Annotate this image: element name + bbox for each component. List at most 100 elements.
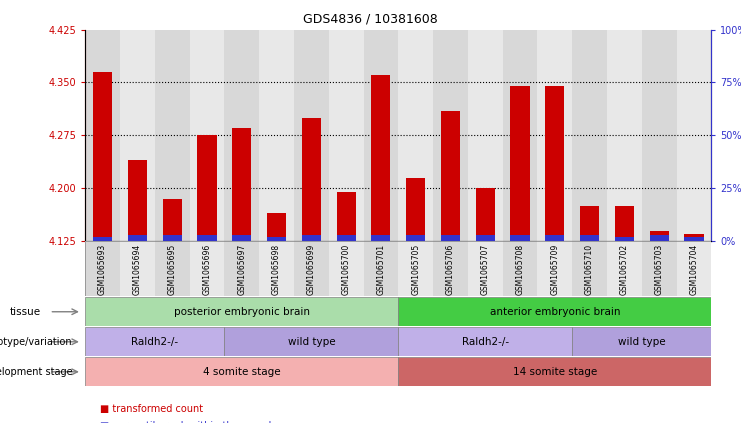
Bar [162,199,182,241]
Text: GSM1065700: GSM1065700 [342,244,350,295]
Bar [615,206,634,241]
Bar [225,241,259,296]
Bar [162,235,182,241]
Bar [677,30,711,241]
Bar [85,241,120,296]
Bar [371,235,391,241]
Bar [259,241,294,296]
Bar [197,135,216,241]
Bar [267,213,286,241]
Bar [197,235,216,241]
Bar [580,206,599,241]
Text: GSM1065705: GSM1065705 [411,244,420,295]
Bar [650,235,668,241]
Text: GSM1065706: GSM1065706 [446,244,455,295]
Bar [677,241,711,296]
Bar [371,75,391,241]
Bar [399,327,572,356]
Text: Raldh2-/-: Raldh2-/- [131,337,179,347]
Text: GSM1065704: GSM1065704 [689,244,699,295]
Bar [537,241,572,296]
Text: GSM1065708: GSM1065708 [516,244,525,295]
Text: GSM1065699: GSM1065699 [307,244,316,295]
Text: anterior embryonic brain: anterior embryonic brain [490,307,620,317]
Bar [433,30,468,241]
Bar [580,235,599,241]
Bar [572,241,607,296]
Text: genotype/variation: genotype/variation [0,337,72,347]
Bar [302,235,321,241]
Bar [441,235,460,241]
Text: GSM1065698: GSM1065698 [272,244,281,295]
Text: tissue: tissue [10,307,41,317]
Bar [329,30,364,241]
Bar [615,237,634,241]
Bar [468,241,502,296]
Bar [406,178,425,241]
Bar [120,241,155,296]
Text: 14 somite stage: 14 somite stage [513,367,597,377]
Text: GSM1065696: GSM1065696 [202,244,211,295]
Bar [399,30,433,241]
Bar [155,30,190,241]
Bar [685,237,703,241]
Bar [468,30,502,241]
Bar [650,231,668,241]
Text: GSM1065693: GSM1065693 [98,244,107,295]
Text: GDS4836 / 10381608: GDS4836 / 10381608 [303,13,438,26]
Bar [225,30,259,241]
Text: development stage: development stage [0,367,73,377]
Text: GSM1065709: GSM1065709 [551,244,559,295]
Text: wild type: wild type [618,337,665,347]
Bar [232,235,251,241]
Bar [190,30,225,241]
Bar [537,30,572,241]
Text: GSM1065701: GSM1065701 [376,244,385,295]
Text: GSM1065710: GSM1065710 [585,244,594,295]
Bar [267,237,286,241]
Text: GSM1065702: GSM1065702 [620,244,629,295]
Bar [85,357,399,386]
Bar [685,234,703,241]
Bar [399,297,711,326]
Bar [85,30,120,241]
Text: GSM1065703: GSM1065703 [655,244,664,295]
Bar [302,118,321,241]
Bar [93,72,112,241]
Bar [572,30,607,241]
Bar [642,30,677,241]
Text: wild type: wild type [288,337,335,347]
Bar [572,327,711,356]
Text: GSM1065697: GSM1065697 [237,244,246,295]
Bar [128,160,147,241]
Bar [85,327,225,356]
Bar [441,111,460,241]
Bar [294,30,329,241]
Bar [336,192,356,241]
Text: GSM1065707: GSM1065707 [481,244,490,295]
Text: ■ transformed count: ■ transformed count [100,404,203,415]
Bar [364,30,398,241]
Bar [225,327,399,356]
Text: posterior embryonic brain: posterior embryonic brain [173,307,310,317]
Bar [190,241,225,296]
Bar [476,235,495,241]
Bar [399,357,711,386]
Bar [399,241,433,296]
Text: GSM1065694: GSM1065694 [133,244,142,295]
Text: GSM1065695: GSM1065695 [167,244,176,295]
Bar [502,241,537,296]
Bar [511,235,530,241]
Bar [93,237,112,241]
Bar [329,241,364,296]
Text: ■ percentile rank within the sample: ■ percentile rank within the sample [100,420,277,423]
Text: Raldh2-/-: Raldh2-/- [462,337,509,347]
Bar [336,235,356,241]
Bar [259,30,294,241]
Bar [607,241,642,296]
Bar [511,86,530,241]
Bar [545,86,565,241]
Bar [642,241,677,296]
Bar [85,297,399,326]
Bar [294,241,329,296]
